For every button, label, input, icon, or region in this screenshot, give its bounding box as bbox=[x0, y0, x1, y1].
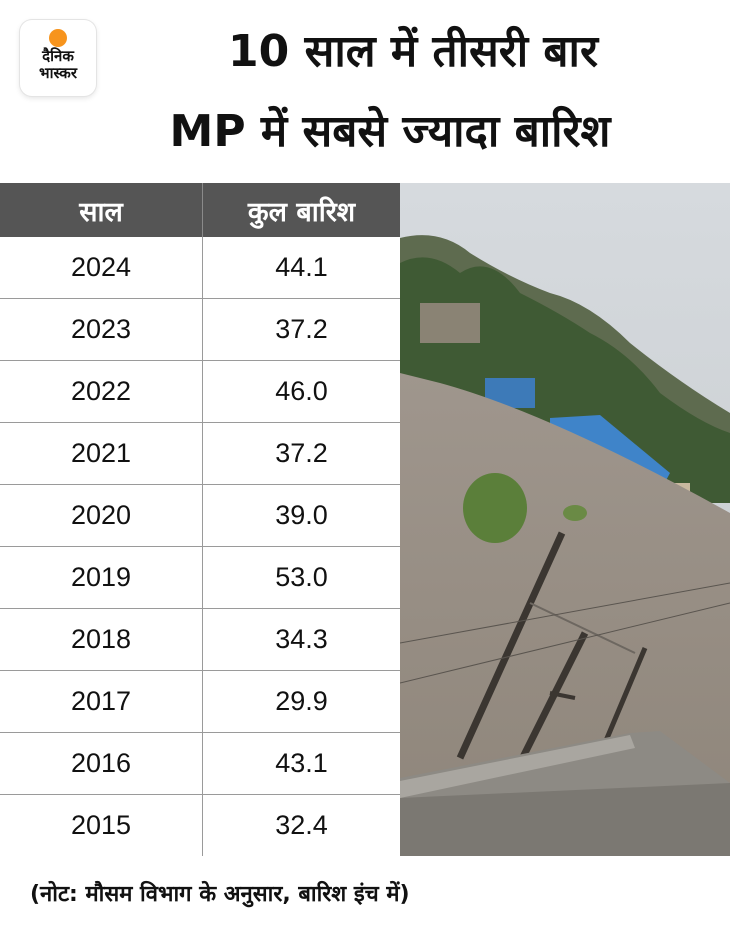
table-row: 2024 44.1 bbox=[0, 237, 400, 299]
rainfall-cell: 44.1 bbox=[275, 252, 328, 282]
rainfall-table: साल कुल बारिश 2024 44.1 2023 37.2 2022 46.0 20… bbox=[0, 183, 400, 856]
rainfall-cell: 46.0 bbox=[275, 376, 328, 406]
year-cell: 2022 bbox=[0, 361, 203, 422]
year-cell: 2021 bbox=[0, 423, 203, 484]
header-rainfall: कुल बारिश bbox=[247, 196, 356, 228]
year-cell: 2020 bbox=[0, 485, 203, 546]
year-cell: 2016 bbox=[0, 733, 203, 794]
brand-logo: दैनिक भास्कर bbox=[20, 20, 96, 96]
footnote: (नोट: मौसम विभाग के अनुसार, बारिश इंच मे… bbox=[30, 882, 410, 907]
title-line2: MP में सबसे ज्यादा बारिश bbox=[169, 106, 611, 157]
rainfall-cell: 34.3 bbox=[275, 624, 328, 654]
year-cell: 2019 bbox=[0, 547, 203, 608]
table-row: 2020 39.0 bbox=[0, 485, 400, 547]
rainfall-cell: 53.0 bbox=[275, 562, 328, 592]
year-cell: 2024 bbox=[0, 237, 203, 298]
table-body: 2024 44.1 2023 37.2 2022 46.0 2021 37.2 2020 39.0… bbox=[0, 237, 400, 856]
table-row: 2016 43.1 bbox=[0, 733, 400, 795]
brand-name-line1: दैनिक bbox=[42, 47, 74, 65]
table-row: 2019 53.0 bbox=[0, 547, 400, 609]
table-row: 2023 37.2 bbox=[0, 299, 400, 361]
rainfall-cell: 43.1 bbox=[275, 748, 328, 778]
flood-photo bbox=[400, 183, 730, 856]
rainfall-cell: 37.2 bbox=[275, 314, 328, 344]
rainfall-cell: 39.0 bbox=[275, 500, 328, 530]
header-year: साल bbox=[0, 183, 203, 237]
year-cell: 2015 bbox=[0, 795, 203, 856]
brand-name-line2: भास्कर bbox=[39, 64, 77, 82]
table-row: 2017 29.9 bbox=[0, 671, 400, 733]
year-cell: 2023 bbox=[0, 299, 203, 360]
sun-icon bbox=[49, 29, 67, 47]
table-header: साल कुल बारिश bbox=[0, 183, 400, 237]
year-cell: 2018 bbox=[0, 609, 203, 670]
table-row: 2018 34.3 bbox=[0, 609, 400, 671]
rainfall-cell: 37.2 bbox=[275, 438, 328, 468]
title-line1: 10 साल में तीसरी बार bbox=[228, 26, 598, 77]
year-cell: 2017 bbox=[0, 671, 203, 732]
table-row: 2022 46.0 bbox=[0, 361, 400, 423]
flood-photo-illustration bbox=[400, 183, 730, 856]
table-row: 2015 32.4 bbox=[0, 795, 400, 856]
rainfall-cell: 32.4 bbox=[275, 810, 328, 840]
table-row: 2021 37.2 bbox=[0, 423, 400, 485]
rainfall-cell: 29.9 bbox=[275, 686, 328, 716]
